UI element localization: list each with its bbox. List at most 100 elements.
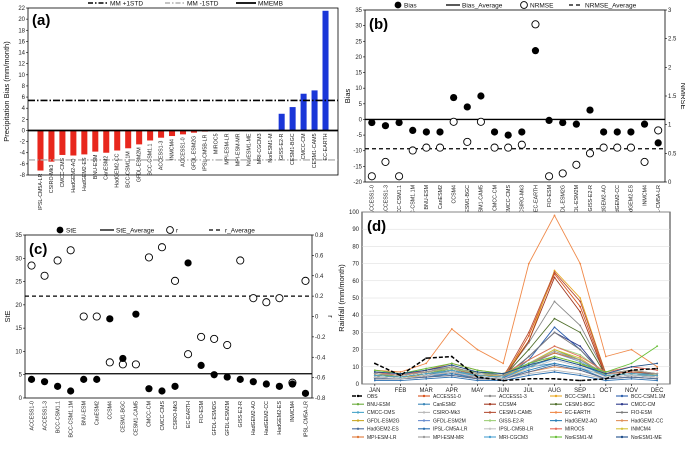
x-category-label: CMCC-CM bbox=[147, 401, 153, 427]
series-point bbox=[399, 374, 402, 377]
y-tick-label: 10 bbox=[18, 73, 25, 79]
legend-label: HadGEM2-CC bbox=[631, 418, 664, 424]
open-marker bbox=[435, 143, 445, 152]
y2-tick-label: 0.2 bbox=[315, 294, 324, 300]
legend-marker bbox=[554, 419, 558, 422]
open-marker bbox=[476, 117, 485, 126]
series-point bbox=[527, 348, 530, 351]
open-marker bbox=[223, 340, 232, 350]
x-category-label: CMCC-CMS bbox=[160, 401, 166, 431]
series-point bbox=[527, 340, 530, 342]
series-point bbox=[527, 364, 530, 366]
series-point bbox=[373, 379, 376, 382]
legend-marker bbox=[554, 394, 558, 398]
open-marker bbox=[157, 243, 167, 252]
x-category-label: CCSM4 bbox=[108, 401, 114, 420]
series-point bbox=[579, 324, 582, 327]
y-tick-label: 100 bbox=[349, 210, 360, 216]
series-point bbox=[527, 362, 530, 365]
legend-label: GFDL-ESM2M bbox=[433, 418, 466, 424]
x-category-label: INMCM4 bbox=[642, 185, 648, 206]
y-tick-label: 20 bbox=[18, 17, 25, 23]
legend-label: MPI-ESM-MR bbox=[433, 435, 464, 441]
y-tick-label: 80 bbox=[352, 244, 359, 250]
series-line bbox=[374, 214, 658, 373]
filled-marker bbox=[93, 375, 101, 383]
series-point bbox=[604, 371, 607, 373]
y-tick-label: 16 bbox=[18, 39, 25, 45]
filled-marker bbox=[627, 128, 635, 136]
open-marker bbox=[545, 172, 554, 181]
bar bbox=[59, 130, 66, 155]
panel-label: (b) bbox=[369, 16, 388, 33]
open-marker bbox=[40, 271, 49, 280]
filled-marker bbox=[236, 375, 244, 383]
x-category-label: GFDL-ESM2M bbox=[574, 185, 580, 220]
x-tick-label: JUN bbox=[497, 388, 509, 394]
filled-marker bbox=[171, 382, 179, 390]
y-tick-label: 8 bbox=[22, 84, 26, 90]
legend-swatch bbox=[166, 226, 174, 234]
filled-marker bbox=[262, 380, 270, 388]
y-tick-label: 30 bbox=[355, 24, 362, 30]
x-category-label: BNU-ESM bbox=[93, 155, 99, 179]
x-tick-label: MAY bbox=[471, 388, 484, 394]
y-tick-label: 30 bbox=[15, 256, 22, 262]
filled-marker bbox=[145, 385, 153, 393]
series-point bbox=[373, 377, 376, 380]
bar bbox=[147, 130, 154, 141]
bar bbox=[136, 130, 143, 145]
series-point bbox=[579, 359, 582, 361]
y2-tick-label: -0.2 bbox=[315, 335, 326, 341]
series-point bbox=[656, 379, 659, 382]
filled-marker bbox=[249, 378, 257, 386]
open-marker bbox=[395, 172, 404, 181]
series-point bbox=[579, 365, 582, 368]
y-tick-label: 25 bbox=[15, 280, 22, 286]
series-point bbox=[579, 353, 582, 356]
x-category-label: CMCC-CM bbox=[492, 185, 498, 211]
y-tick-label: -10 bbox=[353, 149, 362, 155]
open-marker bbox=[463, 137, 472, 146]
series-line bbox=[374, 359, 658, 380]
series-point bbox=[553, 359, 556, 361]
y-tick-label: 12 bbox=[18, 62, 25, 68]
series-point bbox=[553, 362, 556, 365]
legend-label: ACCESS1-3 bbox=[499, 394, 527, 400]
legend-label: NRMSE bbox=[530, 2, 554, 9]
x-category-label: ACCESS1-3 bbox=[383, 185, 389, 214]
bar bbox=[322, 10, 329, 131]
x-category-label: CESM1-CAM5 bbox=[312, 133, 318, 168]
series-point bbox=[656, 367, 659, 370]
x-category-label: BCC-CSM1.1 bbox=[397, 185, 403, 217]
series-point bbox=[450, 369, 453, 372]
open-marker bbox=[654, 126, 663, 135]
x-category-label: BCC-CSM1.1M bbox=[126, 151, 132, 188]
legend-label: CMCC-CMS bbox=[367, 410, 395, 416]
legend-label: HadGEM2-AO bbox=[565, 418, 597, 424]
x-tick-label: APR bbox=[446, 388, 459, 394]
series-point bbox=[527, 372, 530, 375]
x-category-label: BNU-ESM bbox=[424, 185, 430, 209]
filled-marker bbox=[518, 128, 526, 136]
series-point bbox=[425, 362, 428, 365]
filled-marker bbox=[106, 315, 114, 323]
filled-marker bbox=[490, 128, 499, 136]
x-category-label: BCC-CSM1.1M bbox=[68, 401, 74, 438]
legend-label: HadGEM2-ES bbox=[367, 427, 399, 433]
y-tick-label: -20 bbox=[353, 180, 362, 186]
x-category-label: GFDL-ESM2M bbox=[225, 401, 231, 436]
x-category-label: GISS-E2-R bbox=[279, 133, 285, 160]
y-tick-label: 0 bbox=[19, 396, 23, 402]
legend-label: MIROC5 bbox=[565, 427, 585, 433]
y-tick-label: 14 bbox=[18, 51, 25, 57]
filled-marker bbox=[613, 128, 621, 136]
series-point bbox=[553, 300, 556, 303]
series-point bbox=[579, 305, 582, 308]
legend-swatch bbox=[56, 226, 64, 234]
open-marker bbox=[558, 169, 567, 178]
x-tick-label: SEP bbox=[574, 388, 586, 394]
legend-marker bbox=[422, 435, 426, 439]
series-point bbox=[579, 297, 582, 299]
x-category-label: CCSM4 bbox=[451, 185, 457, 204]
